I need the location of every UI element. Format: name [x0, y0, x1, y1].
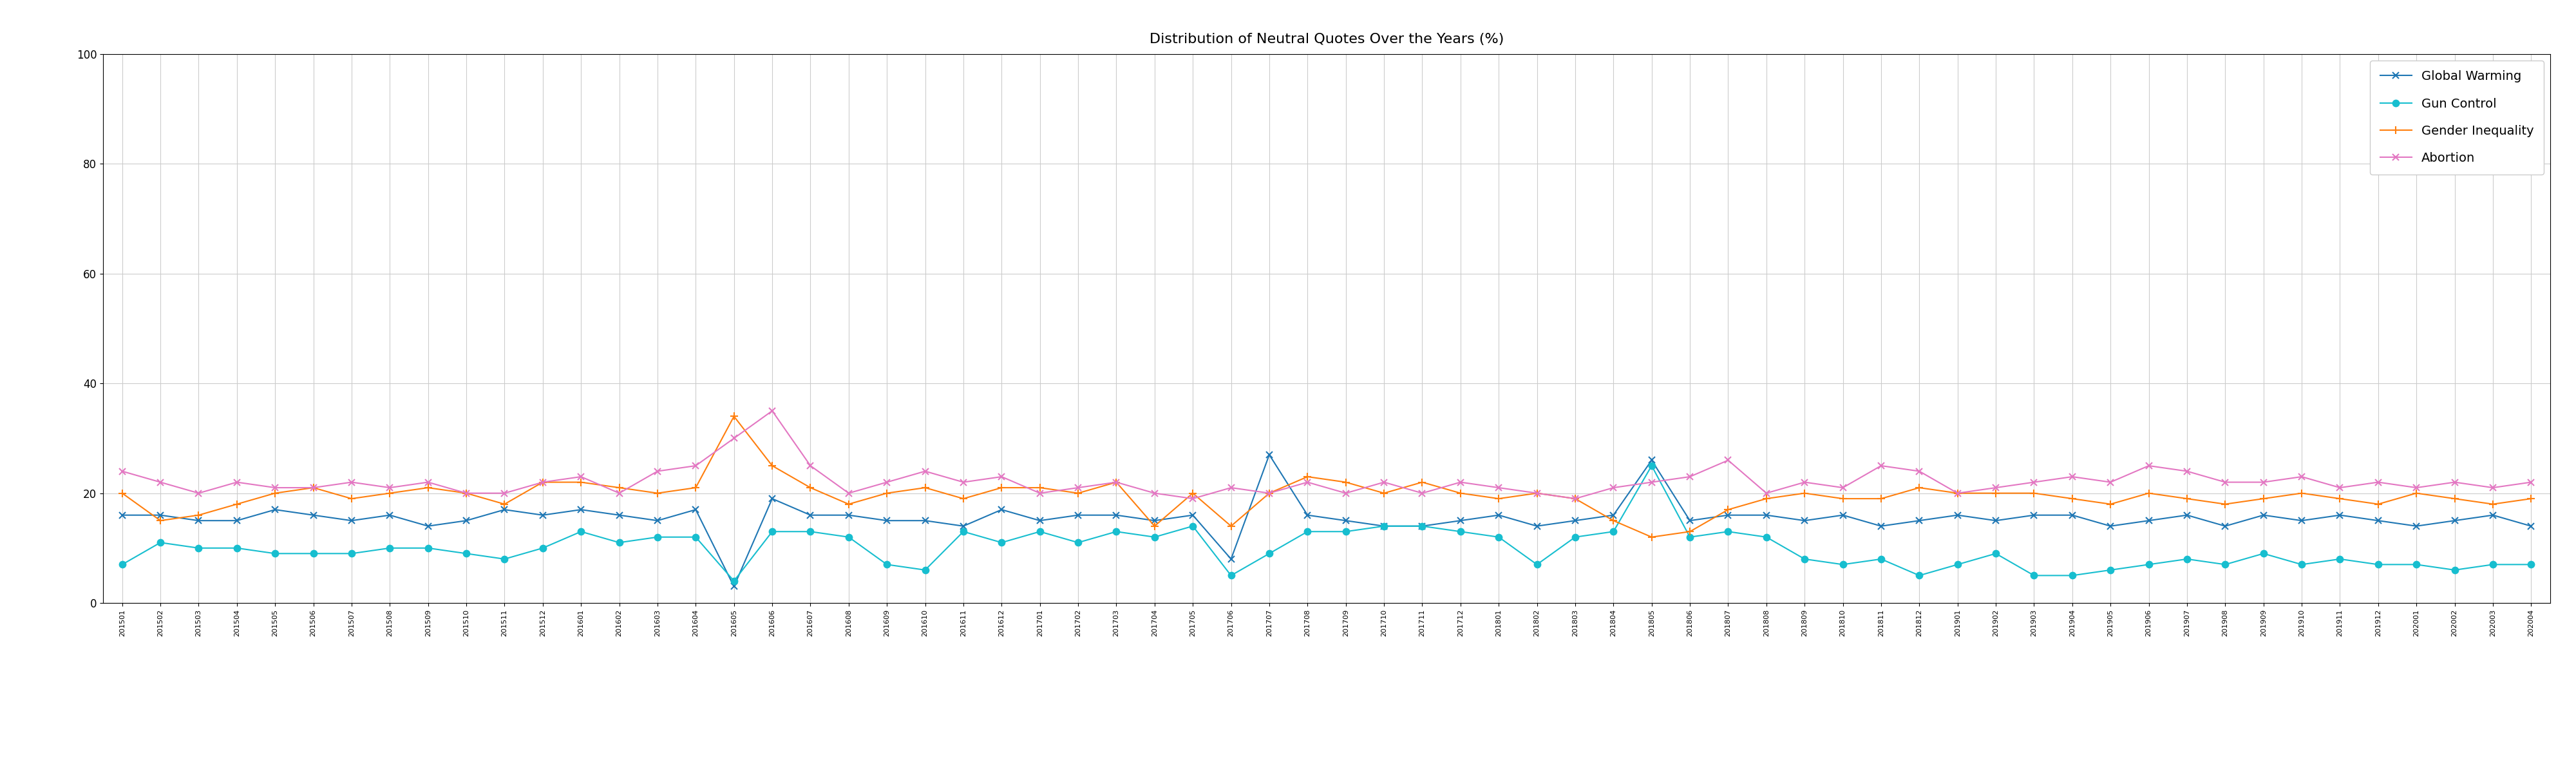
- Global Warming: [1255, 450, 1285, 459]
- Line: Gun Control: Gun Control: [118, 462, 2535, 584]
- Gender Inequality: [1636, 533, 1667, 542]
- Gun Control: [1139, 533, 1170, 542]
- Global Warming: [1752, 510, 1783, 519]
- Gun Control: [106, 560, 137, 569]
- Gender Inequality: [1329, 478, 1360, 487]
- Legend: Global Warming, Gun Control, Gender Inequality, Abortion: Global Warming, Gun Control, Gender Ineq…: [2370, 60, 2545, 175]
- Abortion: [1368, 478, 1399, 487]
- Gun Control: [1752, 533, 1783, 542]
- Gun Control: [412, 543, 443, 553]
- Abortion: [1177, 494, 1208, 503]
- Line: Abortion: Abortion: [118, 407, 2535, 502]
- Title: Distribution of Neutral Quotes Over the Years (%): Distribution of Neutral Quotes Over the …: [1149, 33, 1504, 46]
- Gender Inequality: [1139, 522, 1170, 531]
- Global Warming: [1522, 522, 1553, 531]
- Gun Control: [719, 577, 750, 586]
- Abortion: [412, 478, 443, 487]
- Line: Global Warming: Global Warming: [118, 451, 2535, 590]
- Global Warming: [1368, 522, 1399, 531]
- Global Warming: [106, 510, 137, 519]
- Gender Inequality: [2517, 494, 2548, 503]
- Global Warming: [412, 522, 443, 531]
- Global Warming: [1139, 516, 1170, 526]
- Gender Inequality: [719, 412, 750, 421]
- Gender Inequality: [412, 483, 443, 492]
- Abortion: [1752, 489, 1783, 498]
- Gender Inequality: [1752, 494, 1783, 503]
- Gender Inequality: [1713, 505, 1744, 514]
- Global Warming: [1713, 510, 1744, 519]
- Abortion: [1139, 489, 1170, 498]
- Gender Inequality: [106, 489, 137, 498]
- Gun Control: [1484, 533, 1515, 542]
- Gun Control: [1636, 461, 1667, 470]
- Abortion: [757, 407, 788, 416]
- Gun Control: [1329, 527, 1360, 536]
- Gun Control: [1713, 527, 1744, 536]
- Abortion: [2517, 478, 2548, 487]
- Global Warming: [719, 582, 750, 591]
- Gender Inequality: [1484, 494, 1515, 503]
- Abortion: [1713, 455, 1744, 465]
- Gun Control: [2517, 560, 2548, 569]
- Abortion: [1522, 489, 1553, 498]
- Abortion: [106, 467, 137, 476]
- Global Warming: [2517, 522, 2548, 531]
- Line: Gender Inequality: Gender Inequality: [118, 412, 2535, 541]
